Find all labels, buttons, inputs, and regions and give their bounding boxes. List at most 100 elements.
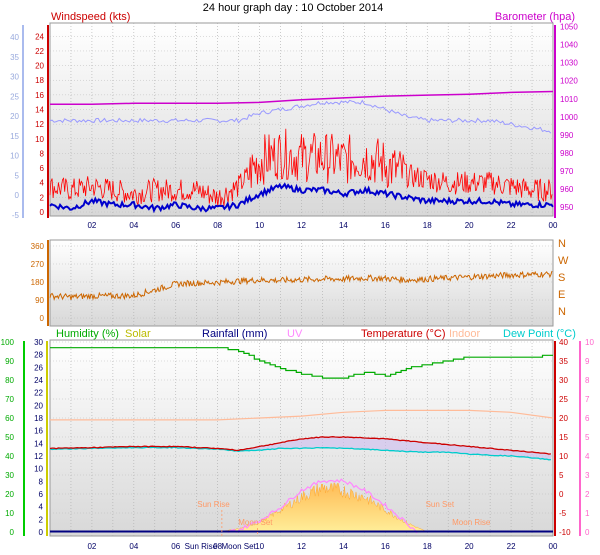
- direction-tick-label: 0: [40, 314, 45, 323]
- x-tick-label: 12: [297, 221, 306, 230]
- solar-tick-label: 12: [34, 452, 43, 461]
- temp-tick-label: 15: [559, 433, 568, 442]
- compass-label: N: [558, 238, 566, 250]
- solar-tick-label: 4: [39, 503, 44, 512]
- wind-tick-label: 20: [35, 62, 44, 71]
- legend-label: Solar: [125, 328, 151, 340]
- x-tick-label: 18: [423, 542, 432, 551]
- wind-blue-tick-label: 15: [10, 132, 19, 141]
- wind-axis-title: Windspeed (kts): [51, 11, 130, 23]
- wind-tick-label: 2: [40, 193, 45, 202]
- compass-label: N: [558, 306, 566, 318]
- legend-label: UV: [287, 328, 303, 340]
- direction-tick-label: 180: [31, 278, 45, 287]
- wind-panel: Windspeed (kts) Barometer (hpa) 24222018…: [10, 11, 578, 230]
- baro-tick-label: 970: [560, 167, 574, 176]
- uv-tick-label: 1: [585, 509, 590, 518]
- solar-area: [217, 482, 428, 533]
- wind-blue-ticks: 40 35 30 25 20 15 10 5 0 -5: [10, 33, 19, 220]
- wind-blue-tick-label: 35: [10, 53, 19, 62]
- x-tick-label: 08: [213, 221, 222, 230]
- temp-panel: Humidity (%) Solar Rainfall (mm) UV Temperat…: [1, 328, 595, 551]
- temp-tick-label: -5: [559, 509, 567, 518]
- humidity-tick-label: 10: [5, 509, 14, 518]
- temp-tick-label: 20: [559, 414, 568, 423]
- temp-panel-legend: Humidity (%) Solar Rainfall (mm) UV Temperat…: [56, 328, 576, 340]
- x-tick-label: 06: [171, 542, 180, 551]
- x-tick-label: 02: [87, 221, 96, 230]
- wind-tick-label: 18: [35, 76, 44, 85]
- x-tick-label: 10: [255, 542, 264, 551]
- direction-tick-label: 270: [31, 260, 45, 269]
- temp-tick-label: 0: [559, 490, 564, 499]
- dew-point-line: [49, 446, 551, 461]
- temp-tick-label: 5: [559, 471, 564, 480]
- x-tick-label: 06: [171, 221, 180, 230]
- legend-label: Humidity (%): [56, 328, 119, 340]
- solar-tick-label: 24: [34, 376, 43, 385]
- secondary-blue-line: [49, 99, 552, 134]
- baro-tick-label: 980: [560, 149, 574, 158]
- solar-tick-label: 2: [39, 515, 44, 524]
- sun-moon-label: Sun Set: [426, 500, 455, 509]
- sun-moon-label: Moon Rise: [452, 518, 491, 527]
- baro-tick-label: 1030: [560, 59, 578, 68]
- x-tick-label: 14: [339, 542, 348, 551]
- wind-blue-tick-label: 25: [10, 92, 19, 101]
- baro-axis-title: Barometer (hpa): [495, 11, 575, 23]
- temp-x-ticks: 02 04 06 08 10 12 14 16 18 20 22 00 Sun Rise Moon Set: [87, 542, 558, 551]
- x-tick-label: 20: [465, 221, 474, 230]
- direction-series: [49, 270, 553, 301]
- baro-tick-label: 1010: [560, 95, 578, 104]
- temp-tick-label: 30: [559, 376, 568, 385]
- wind-tick-label: 6: [40, 164, 45, 173]
- humidity-tick-label: 40: [5, 452, 14, 461]
- x-tick-label: 00: [549, 542, 558, 551]
- baro-tick-label: 990: [560, 131, 574, 140]
- x-tick-label: 22: [507, 542, 516, 551]
- x-tick-label: 22: [507, 221, 516, 230]
- solar-tick-label: 28: [34, 351, 43, 360]
- temp-series: [49, 347, 554, 534]
- temp-tick-label: -10: [559, 528, 571, 537]
- uv-tick-label: 9: [585, 357, 590, 366]
- wind-blue-tick-label: -5: [12, 211, 20, 220]
- solar-tick-label: 16: [34, 427, 43, 436]
- wind-tick-label: 0: [40, 208, 45, 217]
- indoor-temp-line: [50, 409, 554, 421]
- wind-tick-label: 10: [35, 135, 44, 144]
- humidity-tick-label: 0: [10, 528, 15, 537]
- baro-tick-label: 1020: [560, 77, 578, 86]
- x-tick-label: 18: [423, 221, 432, 230]
- wind-blue-tick-label: 20: [10, 112, 19, 121]
- compass-label: S: [558, 272, 565, 284]
- uv-tick-label: 4: [585, 452, 590, 461]
- baro-tick-label: 1050: [560, 23, 578, 32]
- legend-label: Dew Point (°C): [503, 328, 576, 340]
- humidity-tick-label: 90: [5, 357, 14, 366]
- wind-tick-label: 14: [35, 106, 44, 115]
- moonset-x-label: Moon Set: [222, 542, 257, 551]
- humidity-tick-label: 50: [5, 433, 14, 442]
- baro-tick-label: 1000: [560, 113, 578, 122]
- x-tick-label: 14: [339, 221, 348, 230]
- wind-series: [49, 90, 554, 214]
- wind-direction-line: [49, 270, 553, 301]
- uv-tick-label: 5: [585, 433, 590, 442]
- solar-tick-label: 6: [39, 490, 44, 499]
- x-tick-label: 02: [87, 542, 96, 551]
- uv-tick-label: 2: [585, 490, 590, 499]
- x-tick-label: 10: [255, 221, 264, 230]
- wind-tick-label: 24: [35, 32, 44, 41]
- solar-tick-label: 14: [34, 439, 43, 448]
- x-tick-label: 04: [129, 221, 138, 230]
- x-tick-label: 00: [549, 221, 558, 230]
- wind-tick-label: 22: [35, 47, 44, 56]
- wind-average-line: [49, 182, 554, 214]
- uv-tick-label: 3: [585, 471, 590, 480]
- wind-blue-tick-label: 0: [15, 191, 20, 200]
- wind-blue-tick-label: 5: [15, 171, 20, 180]
- temp-tick-label: 10: [559, 452, 568, 461]
